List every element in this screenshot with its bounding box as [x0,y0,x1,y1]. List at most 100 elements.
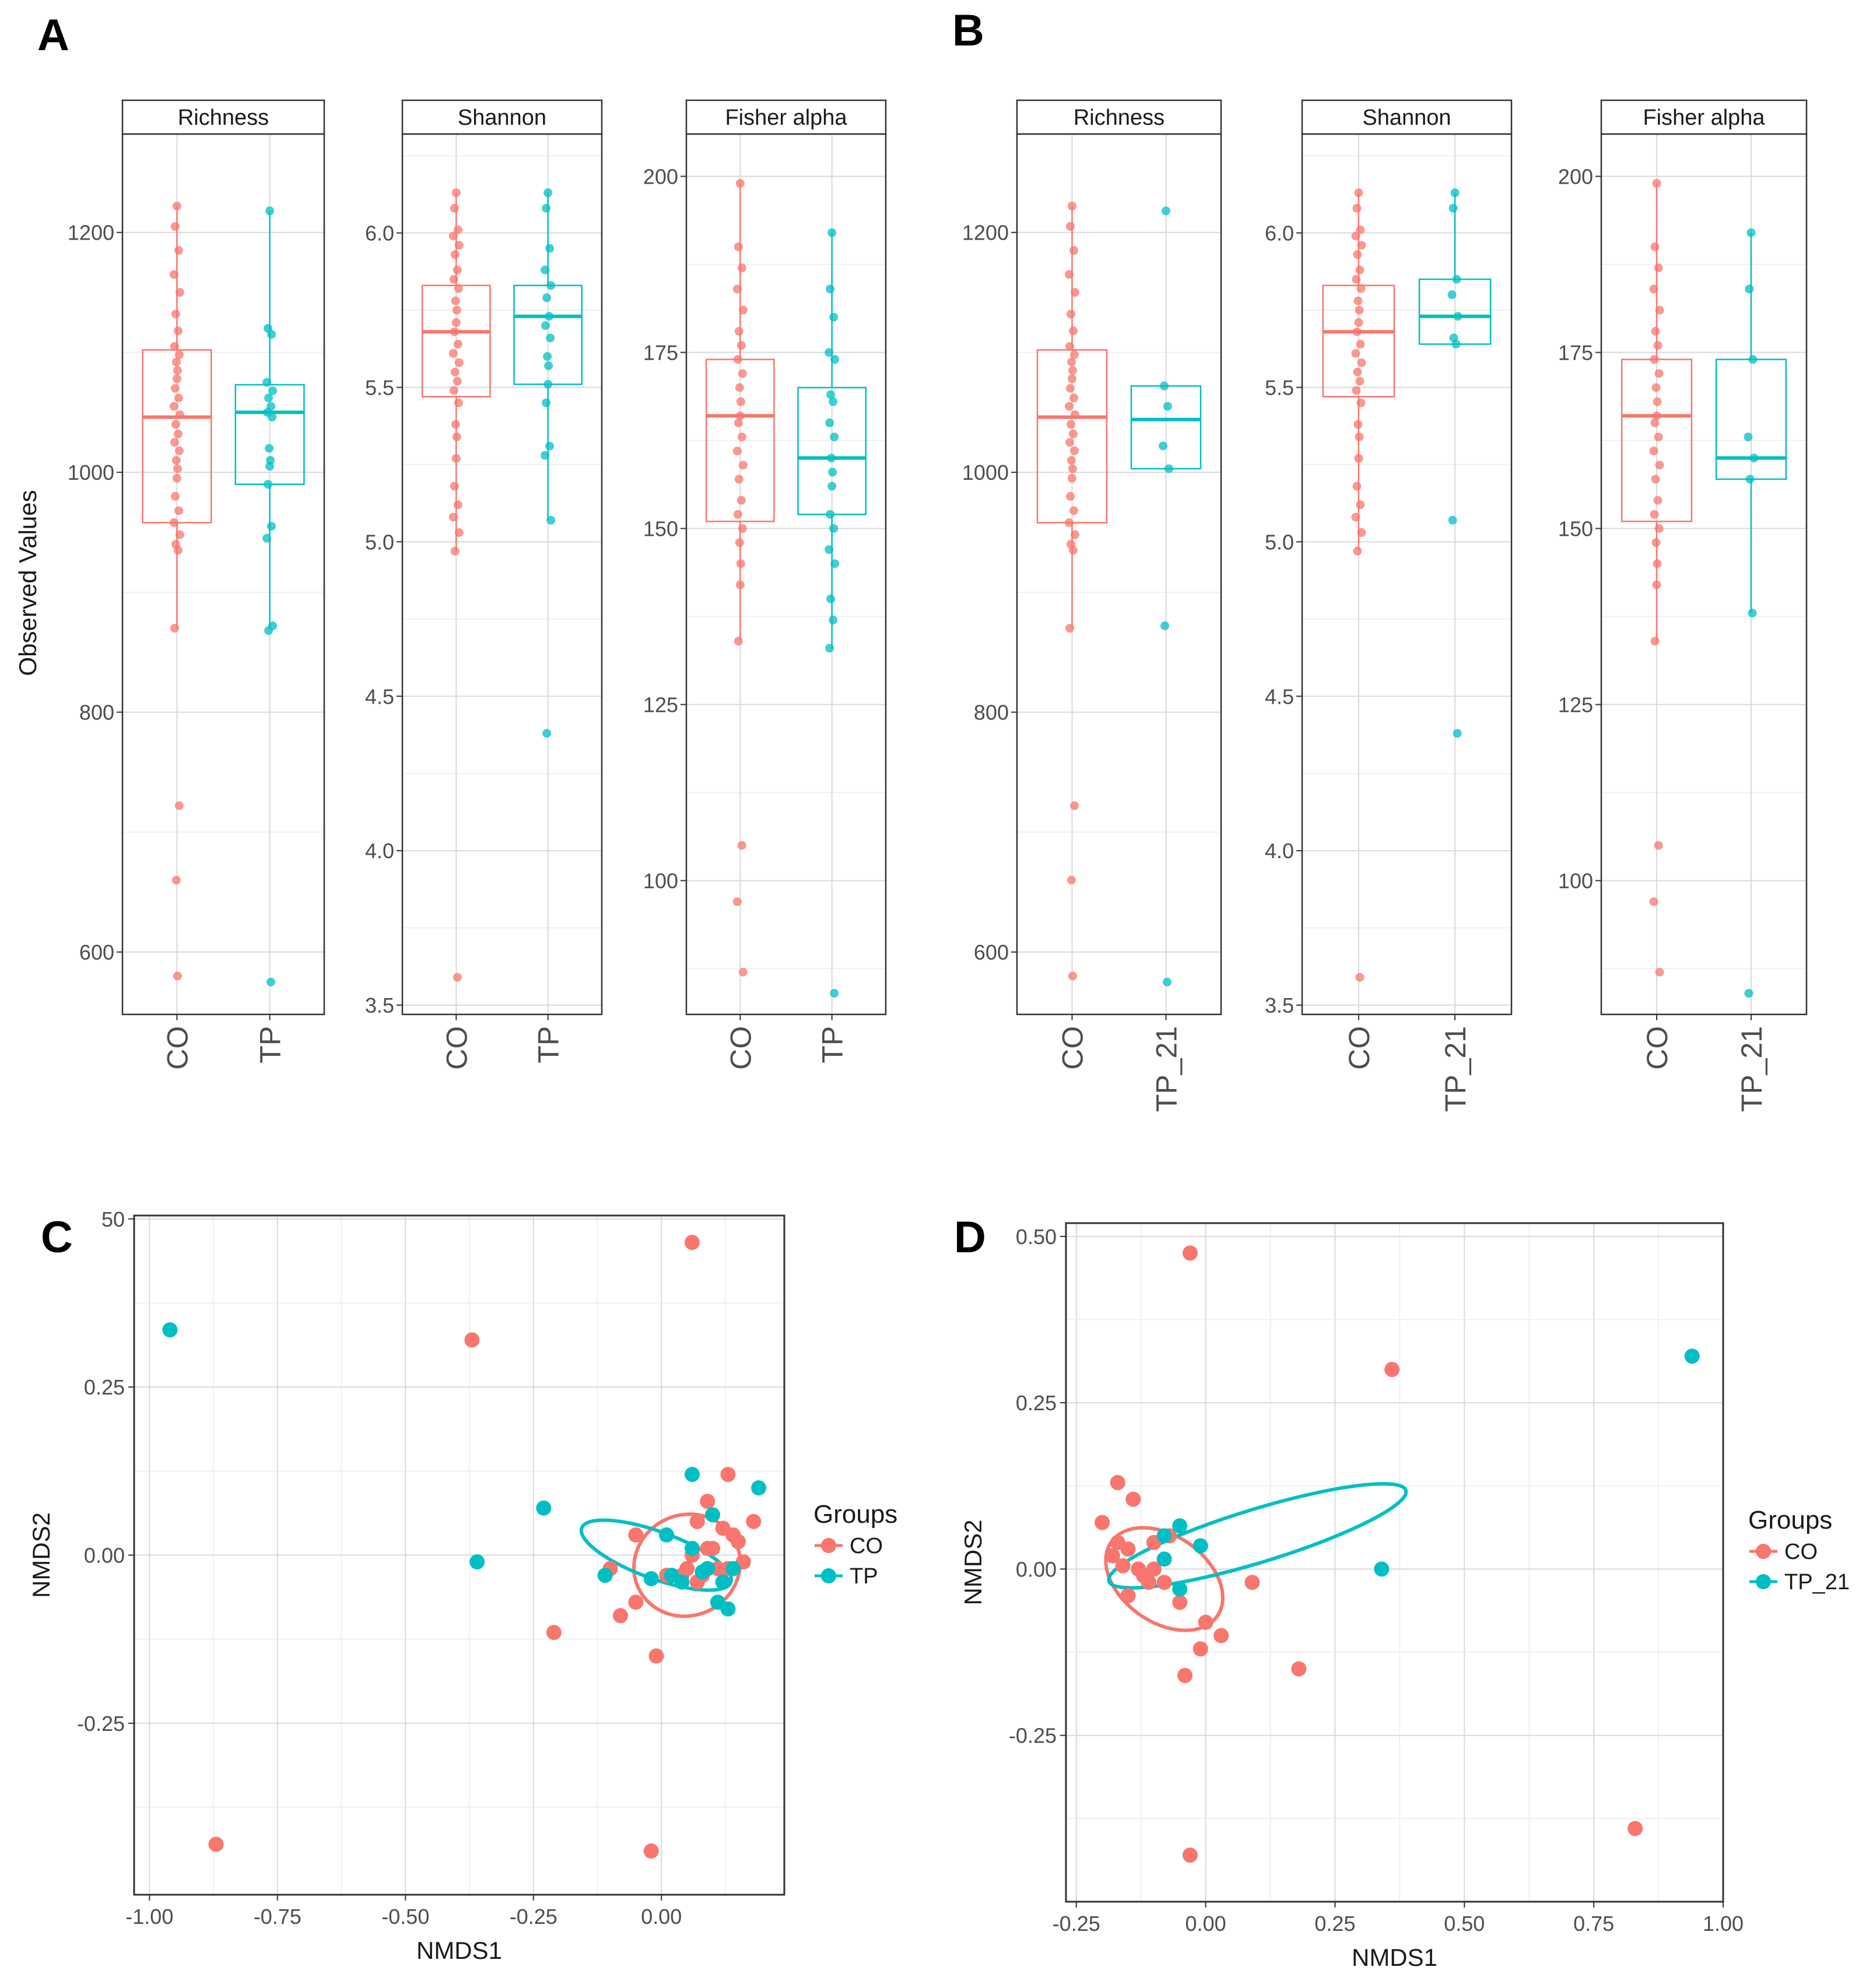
data-point [1156,1551,1172,1567]
data-point [454,241,464,250]
data-point [448,231,458,241]
data-point [737,432,746,441]
data-point [454,284,463,293]
data-point [1654,841,1663,850]
data-point [1654,369,1664,378]
data-point [735,411,745,420]
x-tick-label: CO [440,1026,473,1070]
data-point [453,225,462,234]
data-point [450,367,460,377]
data-point [1655,305,1664,315]
data-point [173,366,182,375]
data-point [1177,1668,1193,1683]
data-point [1353,296,1363,305]
data-point [542,729,552,738]
data-point [736,340,746,350]
data-point [1653,559,1662,568]
data-point [1071,288,1079,297]
confidence-ellipse-tp_21 [1107,1482,1408,1590]
data-point [1066,491,1075,501]
data-point [830,355,840,364]
data-point [829,524,839,533]
data-point [738,305,748,315]
data-point [643,1843,659,1859]
data-point [1120,1588,1136,1604]
data-point [208,1836,224,1852]
data-point [1352,386,1361,395]
data-point [1352,203,1362,213]
box-co [142,201,212,981]
y-tick-label: 100 [1558,869,1593,893]
data-point [1068,374,1076,384]
x-tick-label: CO [1343,1026,1376,1070]
data-point [264,480,273,489]
data-point [828,468,837,477]
x-tick-label: TP_21 [1151,1026,1183,1112]
data-point [264,626,273,635]
data-point [453,377,462,386]
data-point [1069,506,1078,515]
data-point [830,989,839,998]
data-point [732,284,742,294]
data-point [1355,265,1365,275]
data-point [170,438,179,447]
data-point [1066,384,1075,393]
data-point [452,432,461,441]
data-point [546,281,556,290]
data-point [1651,326,1660,336]
box-co [421,188,491,982]
y-tick-label: 1000 [962,461,1009,484]
legend-key-dot [821,1568,836,1583]
data-point [1067,456,1076,465]
facet-a-1: Richness 600 800 1000 1200 CO TP [68,99,325,1070]
y-tick-label: 4.0 [1265,839,1294,863]
y-tick-label: 6.0 [1265,222,1294,245]
data-point [268,413,277,422]
x-tick-label: CO [161,1026,194,1070]
panel-border [401,133,603,1016]
data-point [1652,580,1661,589]
data-point [1070,350,1079,360]
y-axis-title: Observed Values [14,490,41,676]
data-point [738,968,748,977]
facet-title: Fisher alpha [725,106,847,130]
data-point [695,1564,710,1580]
y-tick-label: 800 [974,701,1009,725]
nmds-panel-c: -0.25 0.00 0.25 50 -1.00 -0.75 -0.50 -0.25 0.00 N… [27,1207,897,1964]
box-iqr [1130,385,1202,470]
data-point [674,1574,690,1590]
data-point [453,265,462,275]
data-point [751,1480,767,1496]
panel-border [1600,133,1808,1016]
data-point [1163,977,1171,986]
data-point [454,358,464,367]
data-point [1156,1575,1172,1590]
data-point [1650,242,1660,251]
data-point [738,369,747,378]
x-tick-label: -0.25 [510,1905,557,1929]
x-tick-label: TP [532,1026,565,1063]
data-point [1628,1821,1643,1836]
y-tick-label: 100 [643,869,678,893]
data-point [710,1594,725,1610]
data-point [1110,1475,1125,1491]
data-point [1654,264,1663,273]
panel-border [685,133,887,1016]
x-tick-label: 0.25 [1314,1912,1355,1936]
data-point [1354,318,1363,327]
data-point [1070,446,1079,455]
box-co [1036,201,1108,981]
x-tick-label: -1.00 [125,1905,173,1929]
panel-border [1016,133,1222,1016]
data-point [1655,461,1664,470]
data-point [689,1513,705,1529]
data-point [1353,546,1362,556]
data-point [1649,897,1658,907]
data-point [453,500,462,510]
data-point [826,510,835,519]
y-tick-label: 1000 [68,461,114,484]
data-point [733,355,742,364]
data-point [1065,518,1074,528]
data-point [1748,608,1757,617]
y-tick-label: 1200 [962,221,1009,245]
